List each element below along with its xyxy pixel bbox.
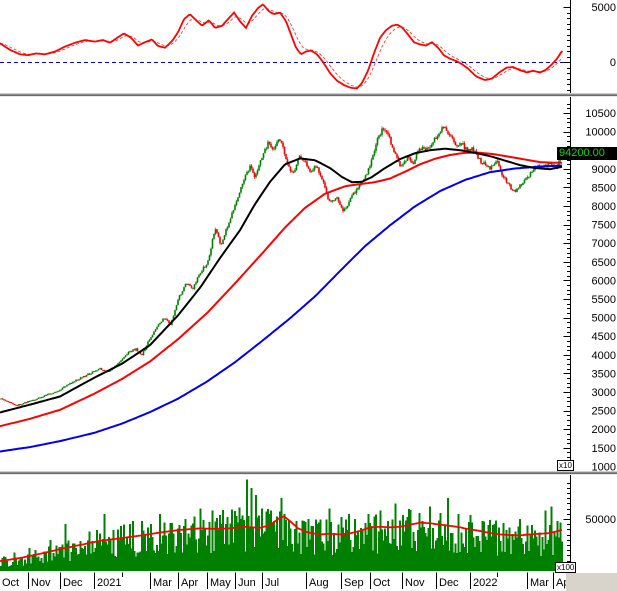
date-axis: Oct Nov Dec 2021 Mar Apr May Jun Jul Aug Sep Oct Nov… (2, 572, 569, 589)
x-axis-month-label: Nov (405, 577, 425, 589)
x-axis-month-label: Dec (63, 577, 83, 589)
price-axis-label: 5500 (592, 294, 616, 306)
price-axis-label: 6500 (592, 257, 616, 269)
candles (0, 125, 563, 407)
price-axis-label: 1500 (592, 443, 616, 455)
x-axis-month-label: Jun (238, 577, 256, 589)
price-pane[interactable] (0, 98, 570, 469)
ma-fast-line (0, 147, 563, 414)
price-axis-label: 6000 (592, 275, 616, 287)
price-axis-label: 4500 (592, 331, 616, 343)
price-axis-label: 3000 (592, 387, 616, 399)
panel-separator-bottom[interactable] (0, 471, 617, 475)
volume-ma-line (0, 515, 563, 562)
x-axis-month-label: Sep (344, 577, 364, 589)
price-axis-label: 10000 (585, 127, 616, 139)
volume-bars (0, 479, 564, 571)
price-axis-label: 10500 (585, 108, 616, 120)
x-axis-month-label: Mar (530, 577, 549, 589)
x-axis-month-label: Nov (31, 577, 51, 589)
price-axis-label: 8500 (592, 182, 616, 194)
price-axis-label: 9000 (592, 164, 616, 176)
volume-axis-label: 50000 (585, 514, 616, 526)
oscillator-axis-label: 0 (610, 57, 616, 69)
x-axis-month-label: 2021 (97, 577, 121, 589)
price-axis-label: 4000 (592, 350, 616, 362)
price-axis-label: 2000 (592, 424, 616, 436)
x-axis-month-label: Oct (373, 577, 390, 589)
oscillator-pane[interactable] (0, 0, 570, 92)
price-axis-label: 2500 (592, 406, 616, 418)
volume-scale-unit-badge: x100 (555, 562, 577, 573)
price-axis-label: 8000 (592, 201, 616, 213)
x-axis-month-label: Mar (153, 577, 172, 589)
oscillator-axis-label: 5000 (592, 2, 616, 14)
x-axis-month-label: Jul (265, 577, 279, 589)
price-axis-label: 7000 (592, 238, 616, 250)
price-axis-label: 7500 (592, 220, 616, 232)
x-axis-month-label: Aug (309, 577, 329, 589)
volume-pane[interactable] (0, 477, 570, 571)
x-axis-month-label: Oct (2, 577, 19, 589)
panel-separator-top[interactable] (0, 93, 617, 97)
oscillator-line (0, 3, 564, 90)
price-axis-label: 1000 (592, 461, 616, 473)
x-axis-month-label: May (210, 577, 231, 589)
price-axis-label: 5000 (592, 313, 616, 325)
last-price-badge: 94200.00 (557, 147, 617, 160)
x-axis-month-label: Dec (439, 577, 459, 589)
bottom-right-corner (566, 573, 617, 591)
x-axis-month-label: 2022 (473, 577, 497, 589)
x-axis-month-label: Apr (181, 577, 198, 589)
price-axis-label: 3500 (592, 368, 616, 380)
ma-medium-line (0, 151, 562, 428)
ma-slow-line (0, 164, 563, 453)
price-scale-unit-badge: x10 (557, 460, 574, 471)
